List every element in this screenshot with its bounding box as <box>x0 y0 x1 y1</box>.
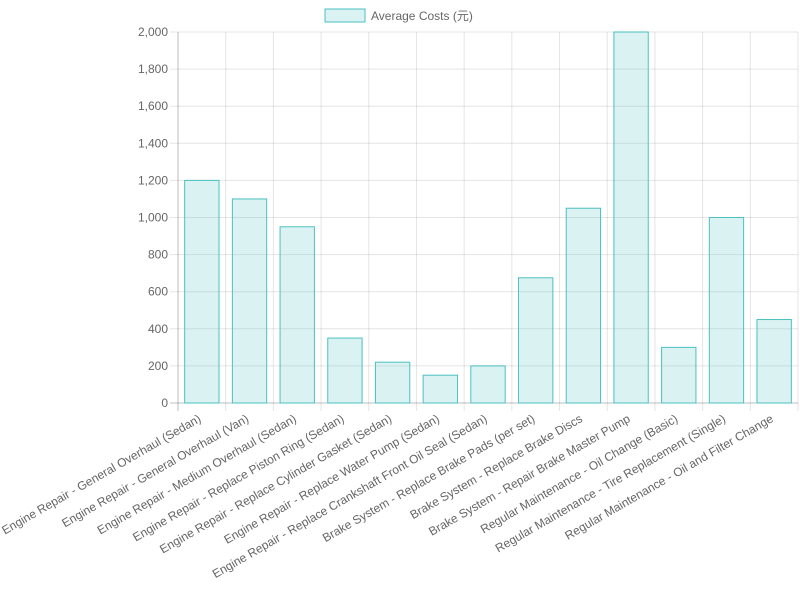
y-tick-label: 2,000 <box>138 25 168 39</box>
bar[interactable] <box>327 337 363 404</box>
bar[interactable] <box>756 319 792 404</box>
bar[interactable] <box>422 374 458 404</box>
y-tick-label: 200 <box>148 359 168 373</box>
x-axis: Engine Repair - General Overhaul (Sedan)… <box>0 411 776 581</box>
bar[interactable] <box>231 198 268 404</box>
bar[interactable] <box>613 31 649 404</box>
bars <box>184 31 792 404</box>
bar[interactable] <box>661 346 697 404</box>
legend-swatch <box>324 8 366 23</box>
y-tick-label: 400 <box>148 322 168 336</box>
bar[interactable] <box>374 361 411 404</box>
bar[interactable] <box>518 277 554 404</box>
y-tick-label: 0 <box>161 396 168 410</box>
y-tick-label: 800 <box>148 248 168 262</box>
y-tick-label: 600 <box>148 285 168 299</box>
bar[interactable] <box>565 207 602 404</box>
y-tick-label: 1,000 <box>138 211 168 225</box>
y-tick-label: 1,400 <box>138 136 168 150</box>
bar[interactable] <box>184 179 220 404</box>
y-tick-label: 1,800 <box>138 62 168 76</box>
legend-label: Average Costs (元) <box>371 9 473 23</box>
grid <box>170 31 799 411</box>
bar[interactable] <box>708 217 745 404</box>
bar[interactable] <box>470 365 506 404</box>
y-axis: 0 200 400 600 800 1,000 1,200 1,400 1,600 1,800 2,… <box>138 25 168 410</box>
legend[interactable]: Average Costs (元) <box>324 8 473 23</box>
y-tick-label: 1,200 <box>138 173 168 187</box>
bar[interactable] <box>279 226 315 404</box>
y-tick-label: 1,600 <box>138 99 168 113</box>
